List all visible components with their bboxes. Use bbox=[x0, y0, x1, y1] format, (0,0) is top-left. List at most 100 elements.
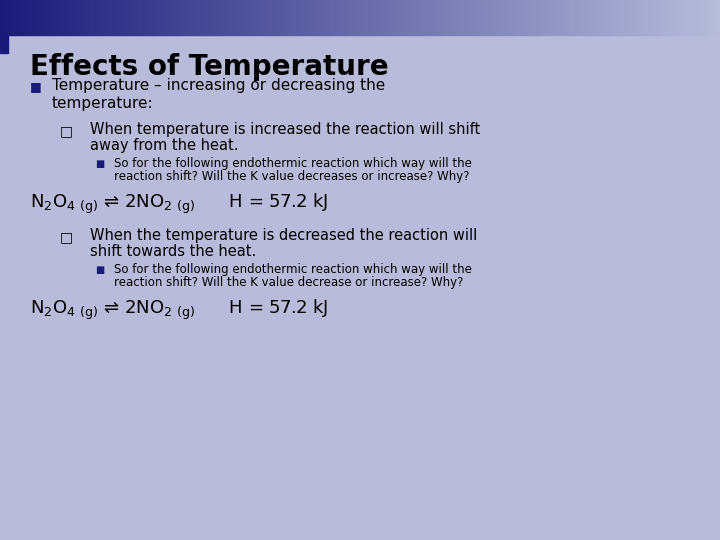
Bar bbox=[365, 0, 367, 35]
Bar bbox=[401, 0, 403, 35]
Bar bbox=[34, 0, 36, 35]
Text: So for the following endothermic reaction which way will the: So for the following endothermic reactio… bbox=[114, 263, 472, 276]
Bar bbox=[315, 0, 317, 35]
Bar bbox=[552, 0, 554, 35]
Bar bbox=[600, 0, 603, 35]
Bar bbox=[53, 0, 55, 35]
Bar bbox=[146, 0, 149, 35]
Bar bbox=[5, 0, 7, 35]
Bar bbox=[715, 0, 718, 35]
Bar bbox=[523, 0, 526, 35]
Bar bbox=[322, 0, 324, 35]
Bar bbox=[629, 0, 631, 35]
Bar bbox=[475, 0, 477, 35]
Bar bbox=[434, 0, 437, 35]
Bar bbox=[310, 0, 312, 35]
Bar bbox=[41, 0, 43, 35]
Bar bbox=[655, 0, 657, 35]
Bar bbox=[456, 0, 459, 35]
Bar bbox=[103, 0, 106, 35]
Bar bbox=[343, 0, 346, 35]
Bar bbox=[36, 0, 38, 35]
Bar bbox=[319, 0, 322, 35]
Bar bbox=[408, 0, 410, 35]
Text: When temperature is increased the reaction will shift: When temperature is increased the reacti… bbox=[90, 122, 480, 137]
Bar bbox=[238, 0, 240, 35]
Bar bbox=[2, 0, 5, 35]
Bar bbox=[271, 0, 274, 35]
Text: So for the following endothermic reaction which way will the: So for the following endothermic reactio… bbox=[114, 157, 472, 170]
Bar bbox=[173, 0, 175, 35]
Bar bbox=[379, 0, 382, 35]
Bar bbox=[665, 0, 667, 35]
Bar bbox=[444, 0, 446, 35]
Bar bbox=[283, 0, 286, 35]
Bar bbox=[711, 0, 713, 35]
Bar bbox=[130, 0, 132, 35]
Bar bbox=[502, 0, 504, 35]
Bar bbox=[636, 0, 639, 35]
Bar bbox=[161, 0, 163, 35]
Bar bbox=[657, 0, 660, 35]
Bar bbox=[415, 0, 418, 35]
Bar bbox=[38, 0, 41, 35]
Bar bbox=[269, 0, 271, 35]
Bar bbox=[156, 0, 158, 35]
Bar bbox=[367, 0, 369, 35]
Bar bbox=[0, 0, 2, 35]
Bar bbox=[583, 0, 585, 35]
Bar bbox=[459, 0, 461, 35]
Bar bbox=[290, 0, 293, 35]
Bar bbox=[211, 0, 214, 35]
Bar bbox=[667, 0, 670, 35]
Bar bbox=[495, 0, 497, 35]
Bar bbox=[610, 0, 612, 35]
Bar bbox=[187, 0, 189, 35]
Bar bbox=[559, 0, 562, 35]
Bar bbox=[108, 0, 110, 35]
Bar bbox=[646, 0, 648, 35]
Bar bbox=[225, 0, 228, 35]
Bar bbox=[650, 0, 653, 35]
Bar bbox=[398, 0, 401, 35]
Bar bbox=[240, 0, 243, 35]
Bar bbox=[204, 0, 207, 35]
Bar bbox=[679, 0, 682, 35]
Bar bbox=[264, 0, 266, 35]
Bar bbox=[101, 0, 103, 35]
Bar bbox=[509, 0, 511, 35]
Bar bbox=[540, 0, 542, 35]
Bar bbox=[672, 0, 675, 35]
Bar bbox=[549, 0, 552, 35]
Bar bbox=[341, 0, 343, 35]
Bar bbox=[403, 0, 405, 35]
Bar bbox=[554, 0, 557, 35]
Bar bbox=[12, 0, 14, 35]
Bar bbox=[660, 0, 662, 35]
Bar bbox=[274, 0, 276, 35]
Bar bbox=[706, 0, 708, 35]
Bar bbox=[466, 0, 468, 35]
Bar bbox=[158, 0, 161, 35]
Bar bbox=[607, 0, 610, 35]
Bar bbox=[50, 0, 53, 35]
Bar bbox=[142, 0, 144, 35]
Bar bbox=[643, 0, 646, 35]
Bar bbox=[180, 0, 182, 35]
Bar bbox=[482, 0, 485, 35]
Bar bbox=[405, 0, 408, 35]
Bar bbox=[79, 0, 81, 35]
Bar bbox=[216, 0, 218, 35]
Bar bbox=[605, 0, 607, 35]
Bar bbox=[261, 0, 264, 35]
Bar bbox=[518, 0, 521, 35]
Bar bbox=[571, 0, 574, 35]
Bar bbox=[166, 0, 168, 35]
Bar bbox=[641, 0, 643, 35]
Bar bbox=[331, 0, 333, 35]
Text: ■: ■ bbox=[95, 265, 104, 275]
Bar bbox=[214, 0, 216, 35]
Bar bbox=[693, 0, 696, 35]
Bar bbox=[302, 0, 305, 35]
Bar bbox=[387, 0, 389, 35]
